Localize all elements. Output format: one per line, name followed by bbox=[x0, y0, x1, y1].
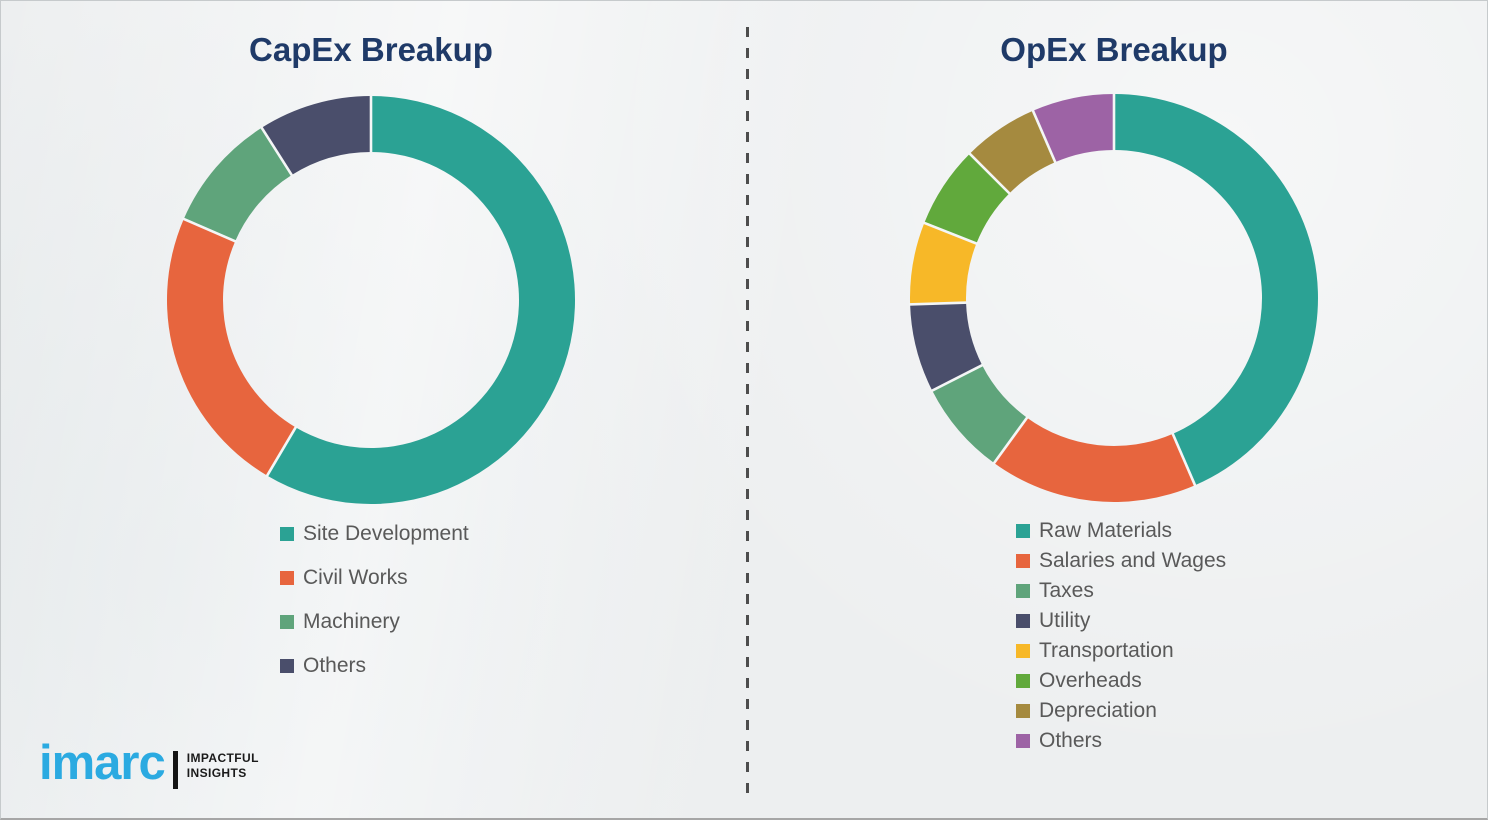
legend-swatch bbox=[1016, 584, 1030, 598]
opex-legend: Raw Materials Salaries and Wages Taxes Util… bbox=[1016, 516, 1226, 756]
legend-swatch bbox=[1016, 614, 1030, 628]
legend-swatch bbox=[1016, 734, 1030, 748]
legend-label: Raw Materials bbox=[1039, 519, 1173, 542]
slice-gap bbox=[259, 125, 294, 178]
legend-label: Site Development bbox=[303, 522, 469, 545]
slice-gap bbox=[929, 363, 985, 393]
imarc-logo-wordmark: imarc bbox=[39, 736, 166, 790]
legend-item: Raw Materials bbox=[1016, 516, 1226, 546]
legend-label: Salaries and Wages bbox=[1039, 549, 1227, 572]
vertical-dashed-divider bbox=[746, 27, 749, 795]
legend-item: Others bbox=[1016, 726, 1226, 756]
slice-gap bbox=[991, 415, 1030, 466]
donut-slice bbox=[969, 110, 1056, 194]
donut-slice bbox=[261, 96, 371, 176]
donut-slice bbox=[909, 222, 977, 305]
legend-item: Depreciation bbox=[1016, 696, 1226, 726]
donut-slice bbox=[267, 96, 576, 504]
donut-slice bbox=[910, 302, 983, 391]
capex-donut-chart bbox=[166, 95, 576, 505]
donut-slice bbox=[167, 218, 296, 476]
legend-swatch bbox=[280, 615, 294, 629]
legend-item: Others bbox=[280, 644, 469, 688]
slice-gap bbox=[1030, 108, 1058, 165]
imarc-logo: imarc IMPACTFUL INSIGHTS bbox=[39, 736, 259, 791]
capex-legend: Site Development Civil Works Machinery Othe… bbox=[280, 512, 469, 688]
opex-chart-title: OpEx Breakup bbox=[1000, 31, 1228, 68]
legend-label: Transportation bbox=[1039, 639, 1174, 662]
imarc-tagline-line2: INSIGHTS bbox=[186, 766, 247, 780]
legend-swatch bbox=[280, 571, 294, 585]
legend-swatch bbox=[1016, 704, 1030, 718]
opex-donut-chart bbox=[909, 93, 1319, 503]
donut-svg bbox=[909, 93, 1318, 502]
legend-item: Civil Works bbox=[280, 556, 469, 600]
imarc-logo-separator bbox=[172, 751, 178, 789]
imarc-logo-tagline: IMPACTFUL INSIGHTS bbox=[187, 751, 259, 781]
donut-slice bbox=[924, 153, 1010, 244]
slice-gap bbox=[921, 220, 979, 246]
capex-chart-title: CapEx Breakup bbox=[249, 31, 493, 68]
donut-svg bbox=[167, 95, 576, 504]
legend-item: Utility bbox=[1016, 606, 1226, 636]
slice-gap bbox=[265, 425, 298, 478]
legend-label: Others bbox=[303, 654, 367, 677]
legend-item: Salaries and Wages bbox=[1016, 546, 1226, 576]
donut-slice bbox=[1032, 94, 1114, 163]
legend-swatch bbox=[280, 527, 294, 541]
slice-gap bbox=[967, 151, 1012, 196]
legend-label: Overheads bbox=[1039, 669, 1142, 692]
legend-label: Utility bbox=[1039, 609, 1091, 632]
legend-label: Depreciation bbox=[1039, 699, 1157, 722]
legend-swatch bbox=[1016, 674, 1030, 688]
legend-label: Civil Works bbox=[303, 566, 408, 589]
legend-item: Transportation bbox=[1016, 636, 1226, 666]
donut-slice bbox=[1114, 94, 1318, 486]
legend-label: Taxes bbox=[1039, 579, 1094, 602]
slice-gap bbox=[909, 301, 969, 306]
slice-gap bbox=[1170, 431, 1198, 488]
legend-item: Site Development bbox=[280, 512, 469, 556]
legend-label: Others bbox=[1039, 729, 1103, 752]
legend-swatch bbox=[280, 659, 294, 673]
donut-slice bbox=[994, 417, 1196, 502]
legend-swatch bbox=[1016, 524, 1030, 538]
imarc-tagline-line1: IMPACTFUL bbox=[186, 751, 259, 765]
legend-swatch bbox=[1016, 644, 1030, 658]
legend-item: Taxes bbox=[1016, 576, 1226, 606]
legend-item: Machinery bbox=[280, 600, 469, 644]
legend-label: Machinery bbox=[303, 610, 400, 633]
legend-swatch bbox=[1016, 554, 1030, 568]
donut-slice bbox=[932, 365, 1028, 464]
slice-gap bbox=[181, 216, 238, 244]
legend-item: Overheads bbox=[1016, 666, 1226, 696]
donut-slice bbox=[183, 127, 292, 242]
